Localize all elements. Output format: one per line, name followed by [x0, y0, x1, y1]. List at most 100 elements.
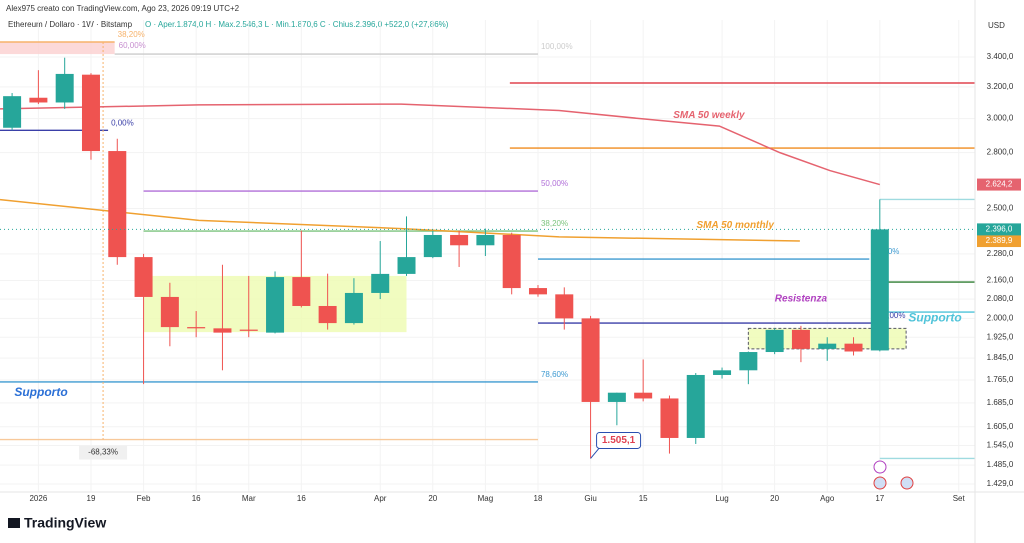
zone [0, 41, 115, 55]
candle-body [581, 318, 600, 402]
event-icon [873, 460, 887, 474]
annotation: Supporto [14, 385, 67, 399]
candle-body [713, 370, 732, 375]
chart-title: Ethereum / Dollaro · 1W · Bitstamp [8, 20, 133, 29]
logo-mark [8, 518, 20, 528]
callout-box [596, 431, 642, 449]
x-tick-label: Ago [820, 494, 835, 503]
x-tick-label: 16 [297, 494, 306, 503]
price-tag [977, 223, 1021, 236]
price-tag-label: 2.389,9 [986, 236, 1013, 245]
y-tick-label: 2.500,0 [987, 204, 1014, 213]
brand: TradingView [24, 515, 106, 531]
y-tick-label: 1.925,0 [987, 332, 1014, 341]
measure-label: -68,33% [88, 448, 118, 457]
credit: Alex975 creato con TradingView.com, Ago … [6, 4, 240, 13]
candle-body [765, 329, 784, 353]
y-tick-label: 2.080,0 [987, 294, 1014, 303]
level-label: 0,00% [883, 311, 906, 320]
price-tag [977, 235, 1021, 248]
x-tick-label: 20 [428, 494, 437, 503]
annotation: Resistenza [775, 294, 828, 305]
level-label: 38,20% [541, 219, 568, 228]
candle-body [292, 277, 311, 306]
candle-body [187, 327, 206, 329]
x-tick-label: 19 [87, 494, 96, 503]
logo: TradingView [8, 515, 106, 531]
ma-line [0, 103, 881, 186]
y-tick-label: 1.605,0 [987, 422, 1014, 431]
candle-body [739, 352, 758, 371]
y-tick-label: 3.400,0 [987, 52, 1014, 61]
y-tick-label: 1.545,0 [987, 441, 1014, 450]
candle-body [450, 234, 469, 246]
x-tick-label: Apr [374, 494, 387, 503]
y-tick-label: 3.200,0 [987, 82, 1014, 91]
x-tick-label: Mag [478, 494, 494, 503]
event-icon [900, 476, 914, 490]
y-tick-label: 2.160,0 [987, 276, 1014, 285]
candle-body [266, 277, 285, 333]
ma-line [0, 198, 800, 242]
candle-body [108, 151, 127, 258]
level-label: 100,00% [541, 42, 573, 51]
candle-body [844, 343, 863, 352]
level-label: 50,00% [541, 179, 568, 188]
annotation: SMA 50 monthly [696, 220, 774, 231]
candle-body [607, 392, 626, 402]
candle-body [423, 234, 442, 258]
y-tick-label: 1.429,0 [987, 479, 1014, 488]
candle-body [660, 398, 679, 438]
x-tick-label: 18 [534, 494, 543, 503]
candle-body [397, 257, 416, 274]
candle-body [3, 96, 22, 128]
event-icons [873, 460, 914, 490]
y-tick-label: 3.000,0 [987, 114, 1014, 123]
candle-body [634, 392, 653, 399]
x-tick-label: 20 [770, 494, 779, 503]
low-label: 1.505,1 [602, 435, 636, 446]
price-tag-label: 2.624,2 [986, 180, 1013, 189]
candle-body [870, 229, 889, 351]
ohlc-text: O · Aper.1.874,0 H · Max.2.546,3 L · Min… [145, 20, 449, 29]
x-tick-label: Mar [242, 494, 256, 503]
zone-label: 60,00% [119, 41, 146, 50]
x-tick-label: Giu [584, 494, 596, 503]
y-tick-label: 1.685,0 [987, 398, 1014, 407]
candle-body [818, 343, 837, 349]
annotation: SMA 50 weekly [673, 110, 745, 121]
x-tick-label: 17 [875, 494, 884, 503]
candle-body [528, 288, 547, 295]
candle-body [81, 74, 100, 152]
price-tag [977, 178, 1021, 191]
x-tick-label: Set [953, 494, 966, 503]
x-tick-label: Feb [137, 494, 151, 503]
event-icon [873, 476, 887, 490]
candle-body [555, 294, 574, 319]
x-tick-label: Lug [715, 494, 728, 503]
candle-body [239, 329, 258, 331]
level-label: 0,00% [111, 118, 134, 127]
candle-body [160, 296, 179, 328]
candle-body [686, 374, 705, 438]
level-label: 78,60% [541, 370, 568, 379]
annotation: Supporto [908, 311, 961, 325]
level-label: 38,20% [118, 30, 145, 39]
price-tag-label: 2.396,0 [986, 225, 1013, 234]
candle-body [502, 234, 521, 289]
y-tick-label: 2.280,0 [987, 249, 1014, 258]
candle-body [213, 328, 232, 333]
candle-body [29, 97, 48, 103]
y-tick-label: 2.000,0 [987, 313, 1014, 322]
y-tick-label: 1.845,0 [987, 353, 1014, 362]
y-tick-label: 1.485,0 [987, 460, 1014, 469]
candle-body [55, 73, 74, 103]
candle-body [791, 329, 810, 349]
candle-body [134, 257, 153, 297]
currency: USD [988, 21, 1005, 30]
candle-body [344, 292, 363, 324]
x-tick-label: 2026 [29, 494, 47, 503]
x-tick-label: 16 [192, 494, 201, 503]
